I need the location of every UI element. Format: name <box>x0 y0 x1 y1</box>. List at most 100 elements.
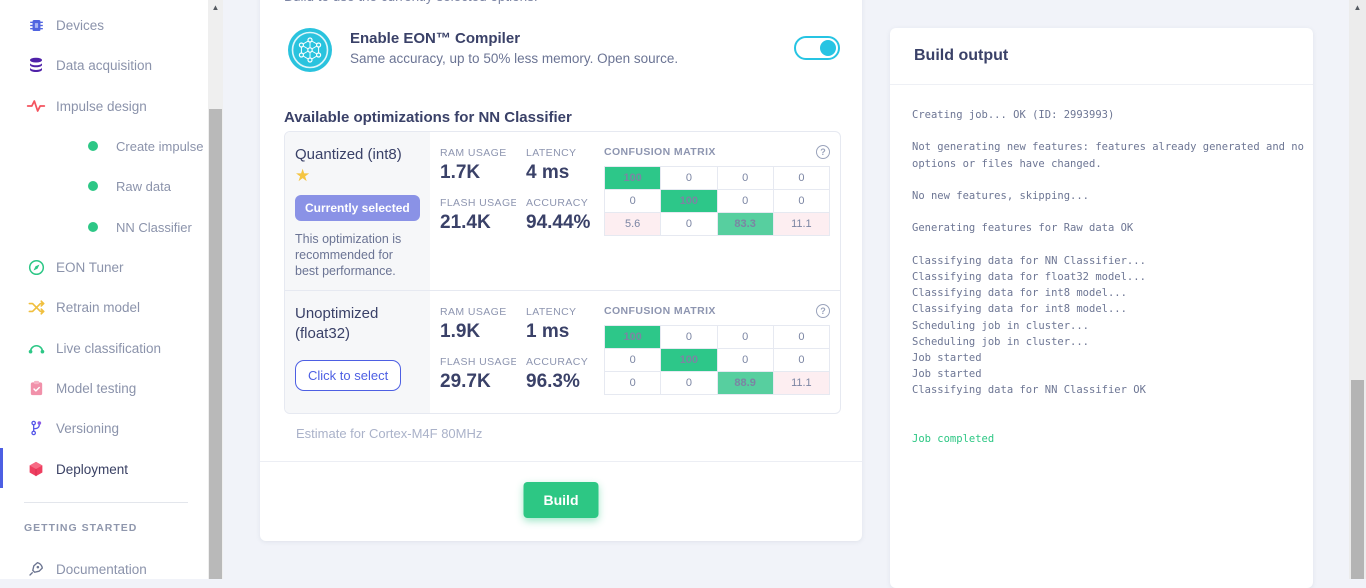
intro-text: Build to use the currently selected opti… <box>284 0 538 6</box>
latency-label: LATENCY <box>526 147 577 159</box>
matrix-cell: 83.3 <box>716 212 774 236</box>
matrix-cell: 0 <box>660 166 718 190</box>
sidebar-item-label: Retrain model <box>56 299 141 315</box>
build-output-title: Build output <box>890 28 1313 85</box>
console-line <box>912 172 1305 188</box>
ram-usage-value: 1.9K <box>440 321 481 342</box>
sidebar-item-live-classification[interactable]: Live classification <box>0 334 208 362</box>
help-icon[interactable]: ? <box>816 304 830 318</box>
waveform-icon <box>26 96 46 116</box>
deployment-panel: Build to use the currently selected opti… <box>260 0 862 541</box>
matrix-cell: 100 <box>660 348 718 372</box>
sidebar-item-label: Live classification <box>56 340 162 356</box>
sidebar-scrollbar[interactable]: ▲ <box>208 0 223 579</box>
matrix-cell: 0 <box>772 166 831 190</box>
console-line: No new features, skipping... <box>912 189 1090 202</box>
quantized-info: Quantized (int8) ★ Currently selected Th… <box>285 132 430 290</box>
sidebar-item-label: Create impulse <box>116 138 204 154</box>
optimization-row-quantized: Quantized (int8) ★ Currently selected Th… <box>285 132 840 291</box>
click-to-select-button[interactable]: Click to select <box>295 360 402 391</box>
sidebar-item-deployment[interactable]: Deployment <box>0 455 208 483</box>
console-line <box>912 204 1305 220</box>
help-icon[interactable]: ? <box>816 145 830 159</box>
ram-usage-value: 1.7K <box>440 162 481 183</box>
scroll-up-arrow-icon[interactable]: ▲ <box>211 3 220 12</box>
eon-compiler-subtitle: Same accuracy, up to 50% less memory. Op… <box>350 51 679 66</box>
chip-icon <box>26 15 46 35</box>
sidebar-item-raw-data[interactable]: Raw data <box>0 172 208 200</box>
matrix-cell: 11.1 <box>772 371 831 395</box>
git-branch-icon <box>26 418 46 438</box>
console-line: Classifying data for NN Classifier... <box>912 254 1146 267</box>
sidebar-item-devices[interactable]: Devices <box>0 11 208 39</box>
console-line: Classifying data for float32 model... <box>912 270 1146 283</box>
matrix-cell: 0 <box>660 212 718 236</box>
active-item-indicator <box>0 448 3 488</box>
build-button[interactable]: Build <box>523 482 599 518</box>
sidebar-scrollbar-thumb[interactable] <box>209 109 222 579</box>
sidebar-item-model-testing[interactable]: Model testing <box>0 374 208 402</box>
matrix-cell: 100 <box>603 325 662 349</box>
scroll-up-arrow-icon[interactable]: ▲ <box>1353 3 1362 12</box>
sidebar-item-label: Data acquisition <box>56 57 153 73</box>
latency-value: 4 ms <box>526 162 570 183</box>
sidebar-item-create-impulse[interactable]: Create impulse <box>0 132 208 160</box>
sidebar-item-documentation[interactable]: Documentation <box>0 555 208 583</box>
flash-usage-value: 21.4K <box>440 212 491 233</box>
page-scrollbar[interactable]: ▲ <box>1349 0 1366 579</box>
cube-icon <box>26 459 46 479</box>
flash-usage-label: FLASH USAGE <box>440 356 516 368</box>
matrix-cell: 0 <box>660 371 718 395</box>
compass-icon <box>26 257 46 277</box>
eon-compiler-title: Enable EON™ Compiler <box>350 30 521 47</box>
build-output-console: Creating job... OK (ID: 2993993) Not gen… <box>890 85 1313 447</box>
matrix-cell: 0 <box>772 348 831 372</box>
green-dot-icon <box>88 222 98 232</box>
antenna-icon <box>26 338 46 358</box>
matrix-cell: 88.9 <box>716 371 774 395</box>
eon-compiler-toggle[interactable] <box>794 36 840 60</box>
matrix-cell: 0 <box>716 325 774 349</box>
console-line <box>912 123 1305 139</box>
flash-usage-label: FLASH USAGE <box>440 197 516 209</box>
matrix-cell: 0 <box>603 189 662 213</box>
console-line <box>912 399 1305 415</box>
clipboard-icon <box>26 378 46 398</box>
console-line: Scheduling job in cluster... <box>912 319 1090 332</box>
sidebar-item-retrain-model[interactable]: Retrain model <box>0 293 208 321</box>
flash-usage-value: 29.7K <box>440 371 491 392</box>
optimizations-table: Quantized (int8) ★ Currently selected Th… <box>284 131 841 414</box>
confusion-matrix-table: 100 0 0 0 0 100 0 0 5.6 0 83.3 <box>603 166 831 236</box>
confusion-matrix-label: CONFUSION MATRIX <box>604 305 716 317</box>
sidebar-item-label: Devices <box>56 17 105 33</box>
toggle-knob <box>820 40 836 56</box>
sidebar-item-eon-tuner[interactable]: EON Tuner <box>0 253 208 281</box>
page-scrollbar-thumb[interactable] <box>1351 380 1364 579</box>
ram-usage-label: RAM USAGE <box>440 147 507 159</box>
sidebar-item-data-acquisition[interactable]: Data acquisition <box>0 51 208 79</box>
quantized-description: This optimization is recommended for bes… <box>295 232 402 278</box>
sidebar-item-versioning[interactable]: Versioning <box>0 414 208 442</box>
sidebar-item-impulse-design[interactable]: Impulse design <box>0 92 208 120</box>
console-line: Job started <box>912 368 982 381</box>
console-line: Generating features for Raw data OK <box>912 222 1134 235</box>
matrix-cell: 0 <box>603 348 662 372</box>
sidebar-item-nn-classifier[interactable]: NN Classifier <box>0 213 208 241</box>
currently-selected-badge: Currently selected <box>295 195 420 221</box>
star-icon: ★ <box>295 166 311 185</box>
matrix-cell: 0 <box>716 166 774 190</box>
console-line: Job started <box>912 351 982 364</box>
estimate-note: Estimate for Cortex-M4F 80MHz <box>296 426 483 441</box>
sidebar-item-label: Versioning <box>56 420 120 436</box>
matrix-cell: 5.6 <box>603 212 662 236</box>
console-line-job-completed: Job completed <box>912 432 995 445</box>
matrix-cell: 0 <box>772 325 831 349</box>
eon-compiler-row: Enable EON™ Compiler Same accuracy, up t… <box>284 26 840 76</box>
sidebar-item-label: Model testing <box>56 380 137 396</box>
confusion-matrix-table: 100 0 0 0 0 100 0 0 0 0 88.9 <box>603 325 831 395</box>
sidebar-item-label: Deployment <box>56 461 129 477</box>
console-line: options or files have changed. <box>912 157 1102 170</box>
accuracy-label: ACCURACY <box>526 356 589 368</box>
accuracy-value: 94.44% <box>526 212 591 233</box>
console-line: Classifying data for NN Classifier OK <box>912 384 1146 397</box>
